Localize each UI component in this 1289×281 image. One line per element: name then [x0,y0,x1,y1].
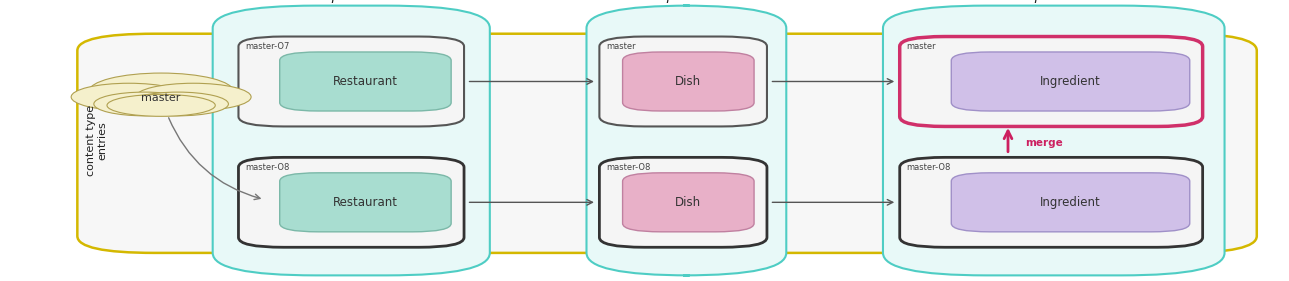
Text: master-O8: master-O8 [606,163,650,172]
Text: Ingredient: Ingredient [1040,196,1101,209]
FancyBboxPatch shape [213,6,490,275]
Text: merge: merge [1025,138,1062,148]
FancyBboxPatch shape [900,157,1203,247]
Text: Space A: Space A [324,0,379,3]
Ellipse shape [135,83,251,111]
Text: Space C: Space C [1026,0,1081,3]
FancyBboxPatch shape [280,52,451,111]
Text: master-O7: master-O7 [245,42,289,51]
Text: Dish: Dish [675,75,701,88]
Text: master: master [906,42,936,51]
FancyBboxPatch shape [238,157,464,247]
Ellipse shape [89,73,233,110]
Text: Restaurant: Restaurant [333,196,398,209]
Text: master-O8: master-O8 [245,163,289,172]
Text: master: master [142,93,180,103]
FancyBboxPatch shape [238,37,464,126]
Text: Ingredient: Ingredient [1040,75,1101,88]
FancyBboxPatch shape [599,37,767,126]
Ellipse shape [128,92,228,116]
Text: content type
entries: content type entries [86,105,107,176]
Ellipse shape [94,92,195,116]
FancyBboxPatch shape [280,173,451,232]
Text: Space B: Space B [659,0,714,3]
FancyBboxPatch shape [77,34,1257,253]
Text: master-O8: master-O8 [906,163,950,172]
FancyBboxPatch shape [599,157,767,247]
FancyBboxPatch shape [586,6,786,275]
FancyBboxPatch shape [883,6,1225,275]
Text: Restaurant: Restaurant [333,75,398,88]
FancyBboxPatch shape [951,52,1190,111]
Ellipse shape [107,94,215,116]
FancyBboxPatch shape [623,52,754,111]
FancyBboxPatch shape [900,37,1203,126]
FancyBboxPatch shape [951,173,1190,232]
Text: Dish: Dish [675,196,701,209]
Text: master: master [606,42,635,51]
FancyBboxPatch shape [623,173,754,232]
Ellipse shape [71,83,187,111]
